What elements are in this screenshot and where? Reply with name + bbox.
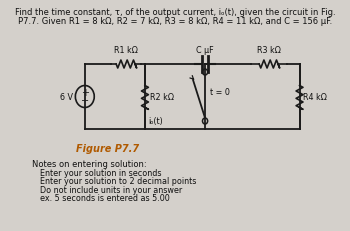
Text: −: − — [81, 96, 89, 106]
Text: Enter your solution to 2 decimal points: Enter your solution to 2 decimal points — [40, 177, 196, 186]
Text: iₒ(t): iₒ(t) — [148, 116, 163, 125]
Text: 6 V: 6 V — [60, 93, 73, 102]
Text: Enter your solution in seconds: Enter your solution in seconds — [40, 168, 162, 177]
Text: R2 kΩ: R2 kΩ — [150, 93, 174, 102]
Text: +: + — [81, 88, 89, 98]
Text: Notes on entering solution:: Notes on entering solution: — [32, 159, 146, 168]
Text: ex. 5 seconds is entered as 5.00: ex. 5 seconds is entered as 5.00 — [40, 194, 170, 203]
Text: C µF: C µF — [196, 46, 214, 55]
Text: R4 kΩ: R4 kΩ — [303, 93, 327, 102]
Text: Do not include units in your answer: Do not include units in your answer — [40, 185, 182, 194]
Text: t = 0: t = 0 — [210, 88, 230, 97]
Text: Figure P7.7: Figure P7.7 — [76, 143, 139, 153]
Text: Find the time constant, τ, of the output current, iₒ(t), given the circuit in Fi: Find the time constant, τ, of the output… — [15, 8, 335, 17]
Text: R1 kΩ: R1 kΩ — [114, 46, 138, 55]
Text: P7.7. Given R1 = 8 kΩ, R2 = 7 kΩ, R3 = 8 kΩ, R4 = 11 kΩ, and C = 156 µF.: P7.7. Given R1 = 8 kΩ, R2 = 7 kΩ, R3 = 8… — [18, 17, 332, 26]
Text: R3 kΩ: R3 kΩ — [257, 46, 281, 55]
